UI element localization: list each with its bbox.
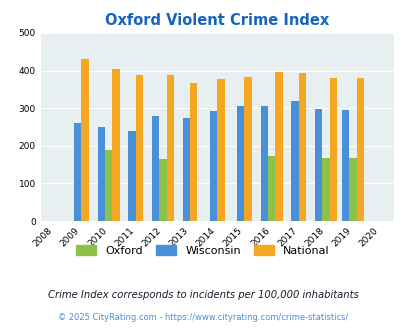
Bar [341,110,349,221]
Bar [209,111,217,221]
Text: Crime Index corresponds to incidents per 100,000 inhabitants: Crime Index corresponds to incidents per… [47,290,358,300]
Title: Oxford Violent Crime Index: Oxford Violent Crime Index [105,13,328,28]
Bar [260,106,267,221]
Bar [298,73,305,221]
Bar [128,131,135,221]
Text: © 2025 CityRating.com - https://www.cityrating.com/crime-statistics/: © 2025 CityRating.com - https://www.city… [58,313,347,322]
Bar [112,69,119,221]
Bar [166,75,173,221]
Bar [329,78,336,221]
Bar [81,59,88,221]
Bar [190,83,197,221]
Bar [217,79,224,221]
Bar [244,77,251,221]
Bar [267,156,275,221]
Bar [104,149,112,221]
Bar [356,78,363,221]
Bar [151,116,159,221]
Bar [322,158,329,221]
Bar [159,159,166,221]
Bar [182,118,190,221]
Bar [237,106,244,221]
Bar [74,123,81,221]
Bar [97,127,104,221]
Bar [314,109,322,221]
Bar [291,101,298,221]
Bar [135,75,143,221]
Bar [275,72,282,221]
Bar [349,158,356,221]
Legend: Oxford, Wisconsin, National: Oxford, Wisconsin, National [72,241,333,260]
